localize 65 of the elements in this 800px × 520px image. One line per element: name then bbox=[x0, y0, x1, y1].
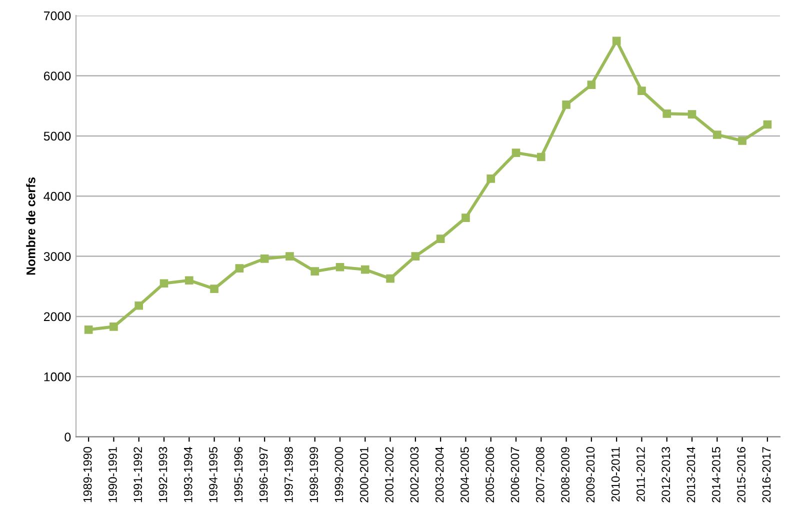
x-tick-label: 1990-1991 bbox=[108, 447, 117, 502]
point bbox=[360, 265, 370, 274]
x-tick-label: 2016-2017 bbox=[762, 447, 771, 502]
x-tick-label: 2003-2004 bbox=[435, 446, 444, 502]
y-tick-label: 0 bbox=[64, 432, 71, 442]
point bbox=[612, 36, 621, 46]
point bbox=[562, 100, 570, 109]
y-tick-label: 3000 bbox=[44, 252, 71, 261]
point bbox=[134, 301, 144, 310]
point bbox=[638, 86, 646, 95]
x-tick-label: 2014-2015 bbox=[712, 447, 720, 502]
x-tick-label: 1989-1990 bbox=[83, 446, 92, 502]
x-tick-label: 2008-2009 bbox=[561, 447, 570, 502]
point bbox=[336, 262, 344, 272]
point bbox=[286, 252, 294, 260]
x-tick-label: 2001-2002 bbox=[385, 447, 394, 502]
point bbox=[587, 80, 596, 89]
point bbox=[260, 254, 269, 263]
y-tick-label: 4000 bbox=[44, 192, 71, 201]
y-tick-label: 1000 bbox=[44, 372, 71, 382]
point bbox=[160, 279, 168, 288]
point bbox=[763, 120, 772, 129]
x-tick-label: 2007-2008 bbox=[536, 447, 544, 502]
x-tick-label: 1996-1997 bbox=[259, 447, 268, 502]
y-axis-title: Nombre de cerfs bbox=[26, 177, 36, 275]
x-tick-label: 2010-2011 bbox=[611, 447, 620, 502]
x-tick-label: 2006-2007 bbox=[510, 447, 520, 502]
x-tick-label: 2004-2005 bbox=[460, 447, 469, 502]
x-tick-label: 2015-2016 bbox=[737, 447, 746, 502]
x-tick-label: 1991-1992 bbox=[134, 447, 142, 502]
x-tick-label: 2005-2006 bbox=[486, 447, 494, 502]
point bbox=[436, 234, 445, 244]
point bbox=[210, 284, 218, 293]
x-tick-label: 2011-2012 bbox=[636, 447, 645, 502]
point bbox=[662, 110, 672, 118]
x-tick-label: 1993-1994 bbox=[184, 446, 192, 502]
y-tick-label: 6000 bbox=[44, 72, 71, 80]
point bbox=[310, 267, 320, 276]
y-tick-label: 2000 bbox=[44, 312, 71, 322]
point bbox=[512, 148, 520, 157]
x-tick-label: 2009-2010 bbox=[586, 446, 595, 502]
point bbox=[386, 274, 394, 283]
point bbox=[184, 276, 194, 285]
point bbox=[84, 326, 93, 334]
point bbox=[738, 136, 746, 145]
x-tick-label: 2013-2014 bbox=[686, 446, 696, 502]
x-tick-label: 1992-1993 bbox=[158, 447, 168, 502]
x-tick-label: 2002-2003 bbox=[410, 447, 419, 502]
x-tick-label: 1994-1995 bbox=[209, 447, 218, 502]
point bbox=[462, 214, 470, 222]
point bbox=[110, 322, 118, 331]
y-tick-label: 5000 bbox=[44, 132, 71, 141]
point bbox=[235, 264, 244, 272]
point bbox=[688, 110, 696, 118]
x-tick-label: 1999-2000 bbox=[334, 446, 344, 502]
point bbox=[411, 252, 420, 260]
point bbox=[536, 152, 546, 162]
x-tick-label: 1997-1998 bbox=[284, 447, 293, 502]
y-tick-label: 7000 bbox=[44, 11, 71, 20]
x-tick-label: 1998-1999 bbox=[310, 447, 318, 502]
x-tick-label: 2000-2001 bbox=[360, 447, 368, 502]
point bbox=[712, 130, 722, 139]
x-tick-label: 1995-1996 bbox=[234, 447, 243, 502]
x-tick-label: 2012-2013 bbox=[662, 447, 670, 502]
point bbox=[486, 174, 496, 183]
